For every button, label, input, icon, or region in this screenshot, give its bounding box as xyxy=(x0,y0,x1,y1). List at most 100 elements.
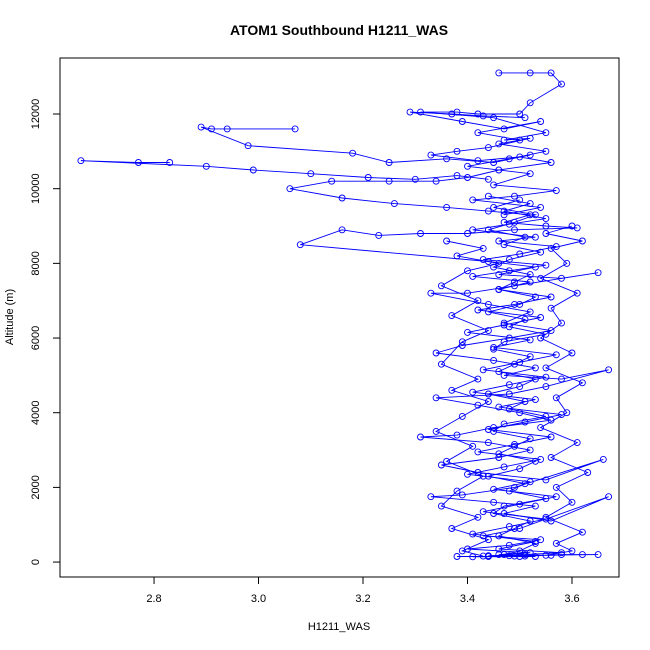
data-point xyxy=(516,196,524,204)
data-point xyxy=(526,278,534,286)
data-point xyxy=(521,315,529,323)
data-point xyxy=(458,338,466,346)
data-point xyxy=(558,375,565,383)
data-point xyxy=(526,435,534,443)
data-point xyxy=(552,483,560,491)
data-point xyxy=(537,118,545,125)
data-point xyxy=(349,149,357,157)
series-line xyxy=(539,225,589,556)
data-point xyxy=(526,517,534,525)
data-point xyxy=(542,261,550,269)
data-point xyxy=(516,300,524,308)
data-point xyxy=(505,487,513,495)
data-point xyxy=(516,383,524,391)
data-point xyxy=(516,465,524,473)
data-point xyxy=(521,552,529,560)
data-point xyxy=(328,177,336,185)
data-point xyxy=(605,366,613,374)
data-point xyxy=(464,328,471,336)
data-point xyxy=(490,498,498,506)
data-point xyxy=(443,203,451,211)
data-point xyxy=(526,170,534,178)
data-point xyxy=(552,351,560,359)
data-point xyxy=(594,269,602,277)
data-point xyxy=(542,147,550,155)
data-point xyxy=(594,551,602,559)
data-point xyxy=(490,485,498,493)
data-point xyxy=(573,439,581,447)
data-point xyxy=(531,538,539,545)
data-point xyxy=(479,552,487,560)
data-point xyxy=(500,207,508,215)
data-point xyxy=(495,545,503,553)
data-point xyxy=(526,99,534,107)
data-point xyxy=(490,510,498,517)
data-point xyxy=(542,383,550,391)
data-point xyxy=(495,286,503,293)
y-axis: 0 2000 4000 6000 8000 10000 12000 xyxy=(30,99,61,565)
data-point xyxy=(223,125,231,133)
data-point xyxy=(364,174,372,181)
data-point xyxy=(495,532,503,540)
series-2 xyxy=(77,157,492,183)
data-point xyxy=(547,304,555,312)
data-point xyxy=(526,200,534,208)
data-point xyxy=(516,110,524,118)
data-point xyxy=(437,282,445,290)
data-point xyxy=(291,125,299,133)
series-7 xyxy=(432,237,503,560)
data-point xyxy=(474,375,482,383)
data-point xyxy=(484,439,492,447)
data-point xyxy=(521,480,529,488)
data-point xyxy=(443,237,451,245)
data-point xyxy=(558,549,565,557)
data-point xyxy=(542,129,550,137)
y-tick-label: 4000 xyxy=(30,400,42,424)
data-point xyxy=(547,293,555,301)
data-point xyxy=(453,252,461,260)
data-point xyxy=(453,147,461,155)
data-point xyxy=(427,289,435,297)
data-point xyxy=(432,394,440,402)
data-point xyxy=(448,110,456,118)
series-3 xyxy=(197,123,534,166)
data-point xyxy=(547,454,555,461)
data-point xyxy=(516,525,524,532)
data-point xyxy=(484,327,492,335)
data-point xyxy=(542,515,550,523)
data-point xyxy=(511,300,518,308)
data-point xyxy=(537,203,545,211)
data-point xyxy=(474,129,482,137)
series-line xyxy=(80,160,489,180)
data-point xyxy=(511,282,518,290)
data-point xyxy=(479,508,487,516)
data-point xyxy=(578,528,586,536)
y-axis-label: Altitude (m) xyxy=(4,289,16,345)
data-point xyxy=(495,403,503,411)
data-point xyxy=(511,226,518,234)
data-point xyxy=(505,390,513,398)
data-point xyxy=(511,552,518,560)
data-point xyxy=(448,525,456,532)
data-point xyxy=(249,166,257,174)
data-point xyxy=(542,476,550,484)
data-point xyxy=(516,547,524,555)
data-point xyxy=(521,398,529,405)
data-point xyxy=(464,230,471,237)
data-point xyxy=(542,373,550,381)
data-point xyxy=(505,256,513,264)
data-point xyxy=(542,551,550,559)
data-point xyxy=(453,431,461,439)
data-point xyxy=(437,461,445,469)
data-point xyxy=(511,442,518,450)
data-point xyxy=(547,327,555,335)
series-8 xyxy=(537,222,592,559)
data-point xyxy=(484,536,492,544)
data-point xyxy=(552,394,560,402)
data-point xyxy=(511,192,518,200)
data-point xyxy=(552,539,560,547)
data-point xyxy=(479,472,487,480)
data-point xyxy=(500,319,508,327)
data-point xyxy=(500,211,508,219)
